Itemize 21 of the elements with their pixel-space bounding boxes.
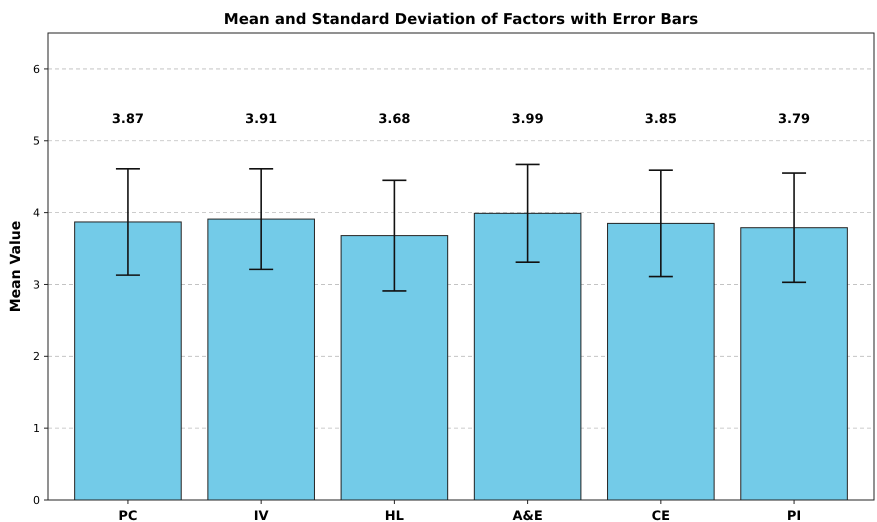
y-tick-label: 6 [33,62,40,76]
y-tick-label: 4 [33,206,40,220]
y-tick-label: 1 [33,422,40,436]
chart-title: Mean and Standard Deviation of Factors with Error Bars [224,10,698,28]
annotation: 3.85 [644,112,677,127]
annotation: 3.87 [112,112,144,127]
x-tick-label: IV [254,509,269,522]
x-tick-label: A&E [512,509,543,522]
y-axis-title: Mean Value [8,220,24,312]
annotation: 3.68 [378,112,410,127]
y-tick-label: 0 [33,494,40,507]
annotation: 3.79 [778,112,810,127]
x-tick-label: CE [652,509,670,522]
annotation: 3.99 [512,112,544,127]
x-tick-label: PC [118,509,138,522]
x-tick-label: HL [384,509,404,522]
annotation: 3.91 [245,112,278,127]
y-tick-label: 3 [33,278,40,292]
y-tick-label: 2 [33,350,40,364]
y-tick-label: 5 [33,134,40,148]
x-tick-label: PI [786,509,802,522]
